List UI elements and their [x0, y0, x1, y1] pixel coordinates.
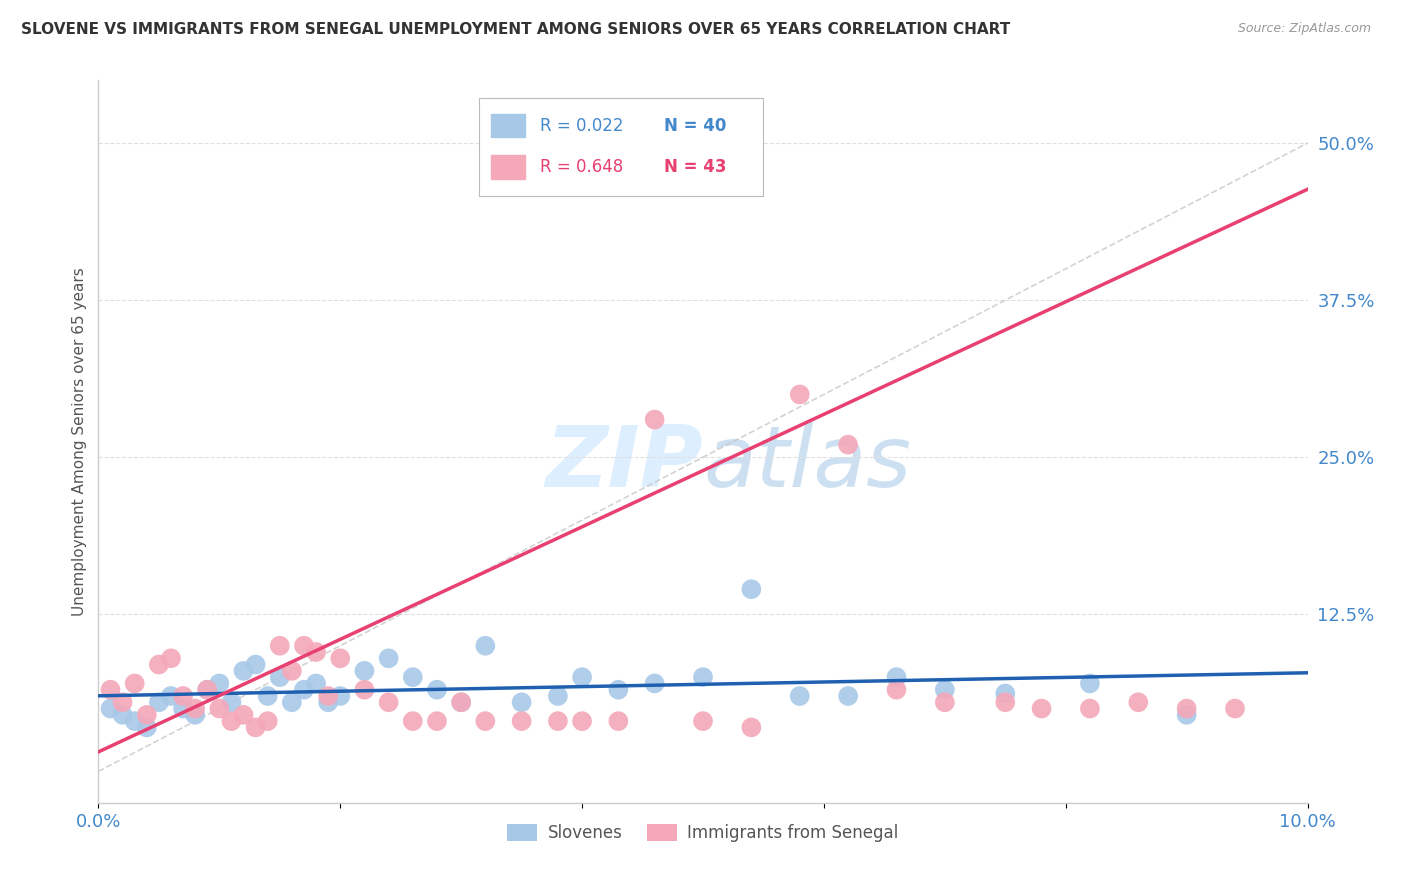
Text: ZIP: ZIP [546, 422, 703, 505]
Point [402, 714, 425, 728]
Point [245, 657, 267, 672]
Point [353, 664, 375, 678]
Point [124, 714, 146, 728]
Point [474, 714, 496, 728]
Point [195, 682, 218, 697]
Point [316, 695, 339, 709]
Point [124, 676, 146, 690]
Point [1078, 701, 1101, 715]
Point [221, 714, 243, 728]
Point [607, 682, 630, 697]
Legend: Slovenes, Immigrants from Senegal: Slovenes, Immigrants from Senegal [501, 817, 905, 848]
Point [148, 657, 170, 672]
Point [232, 664, 254, 678]
Point [426, 682, 449, 697]
Text: R = 0.648: R = 0.648 [540, 158, 623, 176]
Point [886, 670, 908, 684]
Point [740, 720, 762, 734]
Point [1175, 707, 1198, 722]
Point [184, 701, 207, 715]
Text: N = 40: N = 40 [664, 117, 727, 135]
Point [1128, 695, 1150, 709]
Point [232, 707, 254, 722]
Point [377, 695, 399, 709]
Point [426, 714, 449, 728]
Point [135, 707, 157, 722]
Point [1078, 676, 1101, 690]
Point [1031, 701, 1053, 715]
Point [789, 689, 811, 703]
Point [281, 695, 304, 709]
Point [474, 639, 496, 653]
Point [292, 639, 315, 653]
Point [160, 689, 183, 703]
Point [353, 682, 375, 697]
Point [607, 714, 630, 728]
Point [208, 701, 231, 715]
Point [172, 689, 194, 703]
Point [292, 682, 315, 697]
Point [450, 695, 472, 709]
Point [269, 670, 291, 684]
Point [172, 701, 194, 715]
Point [450, 695, 472, 709]
Text: N = 43: N = 43 [664, 158, 727, 176]
Point [184, 707, 207, 722]
Point [281, 664, 304, 678]
Point [329, 689, 352, 703]
Point [934, 682, 956, 697]
Y-axis label: Unemployment Among Seniors over 65 years: Unemployment Among Seniors over 65 years [72, 268, 87, 615]
Point [221, 695, 243, 709]
Point [1223, 701, 1246, 715]
Point [837, 689, 859, 703]
Point [510, 714, 533, 728]
Point [994, 695, 1017, 709]
Point [644, 412, 666, 426]
Point [245, 720, 267, 734]
Point [934, 695, 956, 709]
Point [1175, 701, 1198, 715]
Point [256, 689, 278, 703]
Point [886, 682, 908, 697]
Point [148, 695, 170, 709]
Point [510, 695, 533, 709]
Point [692, 670, 714, 684]
Bar [492, 114, 526, 137]
Bar [492, 155, 526, 178]
Point [402, 670, 425, 684]
Point [100, 701, 122, 715]
FancyBboxPatch shape [479, 98, 763, 196]
Point [269, 639, 291, 653]
Point [644, 676, 666, 690]
Point [692, 714, 714, 728]
Point [547, 714, 569, 728]
Point [195, 682, 218, 697]
Point [208, 676, 231, 690]
Point [305, 676, 328, 690]
Point [316, 689, 339, 703]
Point [571, 714, 593, 728]
Text: R = 0.022: R = 0.022 [540, 117, 623, 135]
Point [994, 686, 1017, 700]
Point [111, 695, 134, 709]
Point [329, 651, 352, 665]
Point [160, 651, 183, 665]
Point [111, 707, 134, 722]
Text: atlas: atlas [703, 422, 911, 505]
Point [100, 682, 122, 697]
Point [571, 670, 593, 684]
Point [377, 651, 399, 665]
Point [837, 438, 859, 452]
Point [740, 582, 762, 597]
Point [305, 645, 328, 659]
Point [789, 387, 811, 401]
Point [256, 714, 278, 728]
Text: Source: ZipAtlas.com: Source: ZipAtlas.com [1237, 22, 1371, 36]
Text: SLOVENE VS IMMIGRANTS FROM SENEGAL UNEMPLOYMENT AMONG SENIORS OVER 65 YEARS CORR: SLOVENE VS IMMIGRANTS FROM SENEGAL UNEMP… [21, 22, 1011, 37]
Point [135, 720, 157, 734]
Point [547, 689, 569, 703]
